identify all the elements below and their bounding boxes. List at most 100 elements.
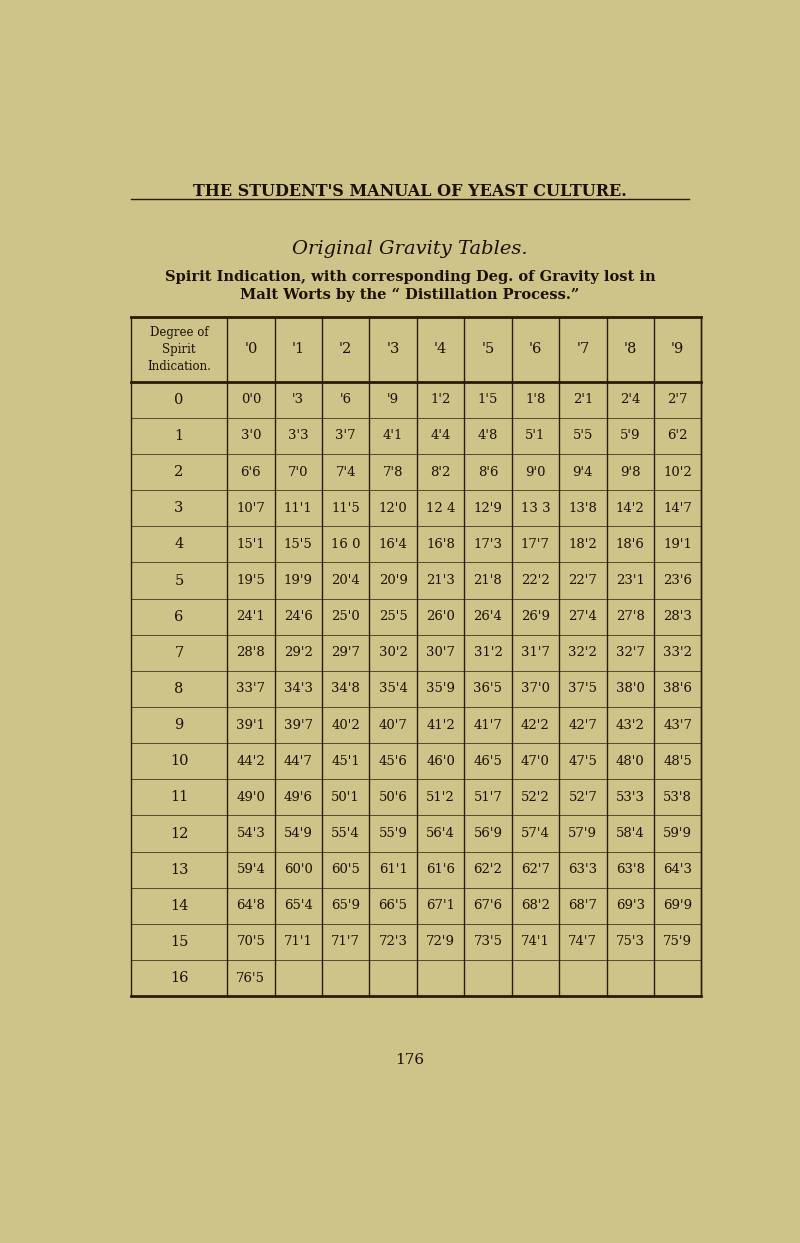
Text: 3'7: 3'7 [335,429,356,443]
Text: 6: 6 [174,609,184,624]
Text: 48'0: 48'0 [616,755,645,768]
Text: 5'1: 5'1 [526,429,546,443]
Text: 58'4: 58'4 [616,827,645,840]
Text: 1'8: 1'8 [526,393,546,406]
Text: 54'9: 54'9 [284,827,313,840]
Text: 71'1: 71'1 [284,936,313,948]
Text: 34'8: 34'8 [331,682,360,696]
Text: '5: '5 [482,342,494,357]
Text: 57'9: 57'9 [568,827,598,840]
Text: 61'1: 61'1 [378,863,407,876]
Text: 1'2: 1'2 [430,393,450,406]
Text: 27'4: 27'4 [568,610,598,623]
Text: 19'1: 19'1 [663,538,692,551]
Text: 4'1: 4'1 [383,429,403,443]
Text: THE STUDENT'S MANUAL OF YEAST CULTURE.: THE STUDENT'S MANUAL OF YEAST CULTURE. [193,183,627,200]
Text: 2'4: 2'4 [620,393,641,406]
Text: 39'1: 39'1 [236,718,266,732]
Text: '6: '6 [529,342,542,357]
Text: 2: 2 [174,465,184,479]
Text: 54'3: 54'3 [236,827,266,840]
Text: 16 0: 16 0 [331,538,361,551]
Text: 4'4: 4'4 [430,429,450,443]
Text: 18'6: 18'6 [616,538,645,551]
Text: 37'5: 37'5 [568,682,598,696]
Text: 71'7: 71'7 [331,936,360,948]
Text: 28'8: 28'8 [237,646,265,659]
Text: 53'3: 53'3 [616,791,645,804]
Text: 7'0: 7'0 [288,466,309,479]
Text: 5: 5 [174,573,184,588]
Text: 16'8: 16'8 [426,538,455,551]
Text: 56'4: 56'4 [426,827,455,840]
Text: '2: '2 [339,342,352,357]
Text: 31'2: 31'2 [474,646,502,659]
Text: 17'7: 17'7 [521,538,550,551]
Text: 8'6: 8'6 [478,466,498,479]
Text: 14'7: 14'7 [663,502,692,515]
Text: 20'4: 20'4 [331,574,360,587]
Text: 10'7: 10'7 [236,502,266,515]
Text: '4: '4 [434,342,447,357]
Text: 24'6: 24'6 [284,610,313,623]
Text: 52'7: 52'7 [568,791,598,804]
Text: 16'4: 16'4 [378,538,407,551]
Text: 55'9: 55'9 [378,827,407,840]
Text: 68'7: 68'7 [568,900,598,912]
Text: 13: 13 [170,863,188,876]
Text: 46'0: 46'0 [426,755,455,768]
Text: 15: 15 [170,935,188,948]
Text: 18'2: 18'2 [569,538,597,551]
Text: 75'9: 75'9 [663,936,692,948]
Text: 0: 0 [174,393,184,406]
Text: 59'4: 59'4 [236,863,266,876]
Text: 12: 12 [170,827,188,840]
Text: 26'0: 26'0 [426,610,455,623]
Text: 12'9: 12'9 [474,502,502,515]
Text: 55'4: 55'4 [331,827,360,840]
Text: 27'8: 27'8 [616,610,645,623]
Text: 30'7: 30'7 [426,646,455,659]
Text: 23'1: 23'1 [616,574,645,587]
Text: 57'4: 57'4 [521,827,550,840]
Text: 176: 176 [395,1053,425,1068]
Text: 67'6: 67'6 [474,900,502,912]
Text: 51'7: 51'7 [474,791,502,804]
Text: 25'0: 25'0 [331,610,360,623]
Text: 46'5: 46'5 [474,755,502,768]
Text: 61'6: 61'6 [426,863,455,876]
Text: Original Gravity Tables.: Original Gravity Tables. [292,240,528,259]
Text: 76'5: 76'5 [236,972,266,984]
Text: 50'1: 50'1 [331,791,360,804]
Text: 39'7: 39'7 [284,718,313,732]
Text: 23'6: 23'6 [663,574,692,587]
Text: '3: '3 [292,393,304,406]
Text: '9: '9 [671,342,684,357]
Text: 11'5: 11'5 [331,502,360,515]
Text: 33'2: 33'2 [663,646,692,659]
Text: 19'5: 19'5 [236,574,266,587]
Text: 11: 11 [170,791,188,804]
Text: 9'8: 9'8 [620,466,641,479]
Text: 40'7: 40'7 [378,718,407,732]
Text: 69'3: 69'3 [616,900,645,912]
Text: 53'8: 53'8 [663,791,692,804]
Text: 56'9: 56'9 [474,827,502,840]
Text: 5'9: 5'9 [620,429,641,443]
Text: 73'5: 73'5 [474,936,502,948]
Text: 60'5: 60'5 [331,863,360,876]
Text: 45'1: 45'1 [331,755,360,768]
Text: 38'6: 38'6 [663,682,692,696]
Text: 5'5: 5'5 [573,429,593,443]
Text: 8'2: 8'2 [430,466,450,479]
Text: 32'2: 32'2 [568,646,598,659]
Text: '9: '9 [387,393,399,406]
Text: 24'1: 24'1 [237,610,265,623]
Text: 0'0: 0'0 [241,393,261,406]
Text: 17'3: 17'3 [474,538,502,551]
Text: 47'5: 47'5 [568,755,598,768]
Text: Degree of
Spirit
Indication.: Degree of Spirit Indication. [147,326,211,373]
Text: '8: '8 [623,342,637,357]
Text: 69'9: 69'9 [663,900,692,912]
Text: 33'7: 33'7 [236,682,266,696]
